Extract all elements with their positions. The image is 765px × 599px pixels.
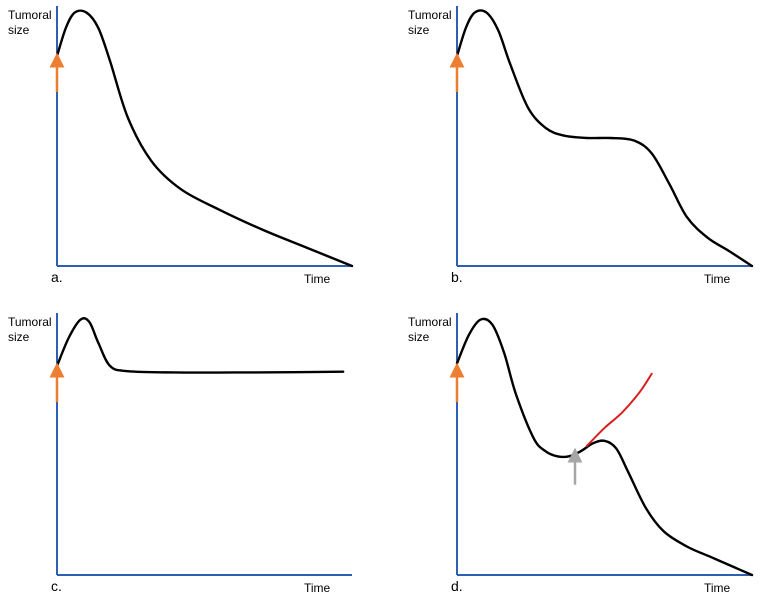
- plot-area: [449, 317, 754, 577]
- panel-letter: c.: [51, 578, 62, 594]
- y-axis-label-line-1: Tumoral: [408, 8, 452, 22]
- panel-c: Tumoral size Time c.: [8, 313, 352, 595]
- panel-letter: a.: [51, 269, 63, 285]
- x-axis-label: Time: [704, 581, 731, 595]
- panel-a: Tumoral size Time a.: [8, 6, 354, 286]
- y-axis-label-line-2: size: [8, 23, 30, 37]
- x-axis-label: Time: [704, 272, 731, 286]
- panel-b: Tumoral size Time b.: [408, 6, 754, 286]
- y-axis-label-line-2: size: [8, 330, 30, 344]
- panel-letter: b.: [451, 269, 463, 285]
- plot-area: [49, 9, 354, 268]
- x-axis-label: Time: [304, 272, 331, 286]
- y-axis-label-line-1: Tumoral: [8, 315, 52, 329]
- y-axis-label-line-2: size: [408, 23, 430, 37]
- x-axis-label: Time: [304, 581, 331, 595]
- tumor-size-curve: [455, 317, 754, 577]
- plot-area: [449, 9, 754, 268]
- tumor-size-curve: [55, 9, 354, 268]
- y-axis-label-line-2: size: [408, 330, 430, 344]
- panel-letter: d.: [451, 578, 463, 594]
- y-axis-label-line-1: Tumoral: [408, 315, 452, 329]
- tumor-size-curve: [455, 9, 754, 268]
- panel-d: Tumoral size Time d.: [408, 313, 754, 595]
- plot-area: [49, 317, 345, 403]
- y-axis-label-line-1: Tumoral: [8, 8, 52, 22]
- divergent-curve: [585, 372, 653, 447]
- tumor-size-curve: [55, 317, 345, 374]
